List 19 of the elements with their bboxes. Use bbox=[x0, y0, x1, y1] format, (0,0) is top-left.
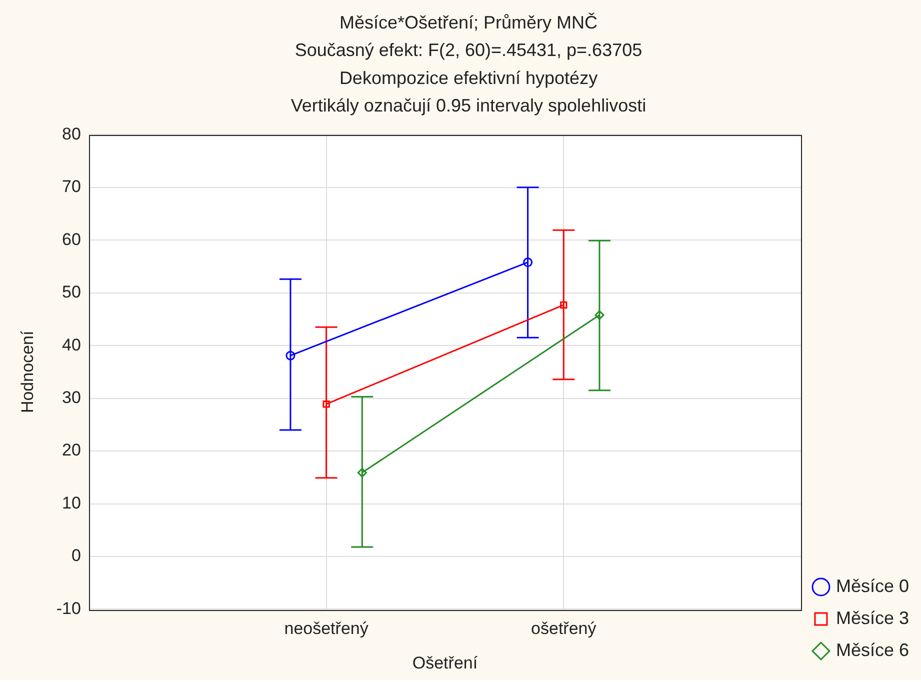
y-tick-label: 0 bbox=[72, 546, 81, 566]
chart-subtitle: Současný efekt: F(2, 60)=.45431, p=.63705 Dekompozice efektivní hypotézy Vertikály označují 0.95 intervaly spolehlivosti bbox=[290, 40, 646, 116]
legend-label: Měsíce 6 bbox=[836, 640, 910, 660]
x-axis-title: Ošetření bbox=[412, 653, 478, 672]
chart-title: Měsíce*Ošetření; Průměry MNČ bbox=[339, 12, 598, 32]
y-axis-title: Hodnocení bbox=[18, 330, 37, 414]
legend-label: Měsíce 3 bbox=[836, 608, 910, 628]
y-tick-label: 80 bbox=[62, 124, 81, 144]
y-tick-label: 50 bbox=[62, 282, 81, 302]
y-tick-label: 60 bbox=[62, 230, 81, 249]
y-tick-label: 70 bbox=[62, 177, 81, 196]
y-tick-label: -10 bbox=[56, 598, 81, 618]
y-tick-label: 10 bbox=[62, 493, 81, 512]
x-tick-label: ošetřený bbox=[531, 619, 597, 638]
x-tick-label: neošetřený bbox=[284, 619, 369, 638]
y-tick-label: 30 bbox=[62, 388, 81, 407]
y-tick-label: 20 bbox=[62, 440, 81, 460]
legend-label: Měsíce 0 bbox=[836, 576, 910, 596]
y-tick-label: 40 bbox=[62, 335, 81, 354]
